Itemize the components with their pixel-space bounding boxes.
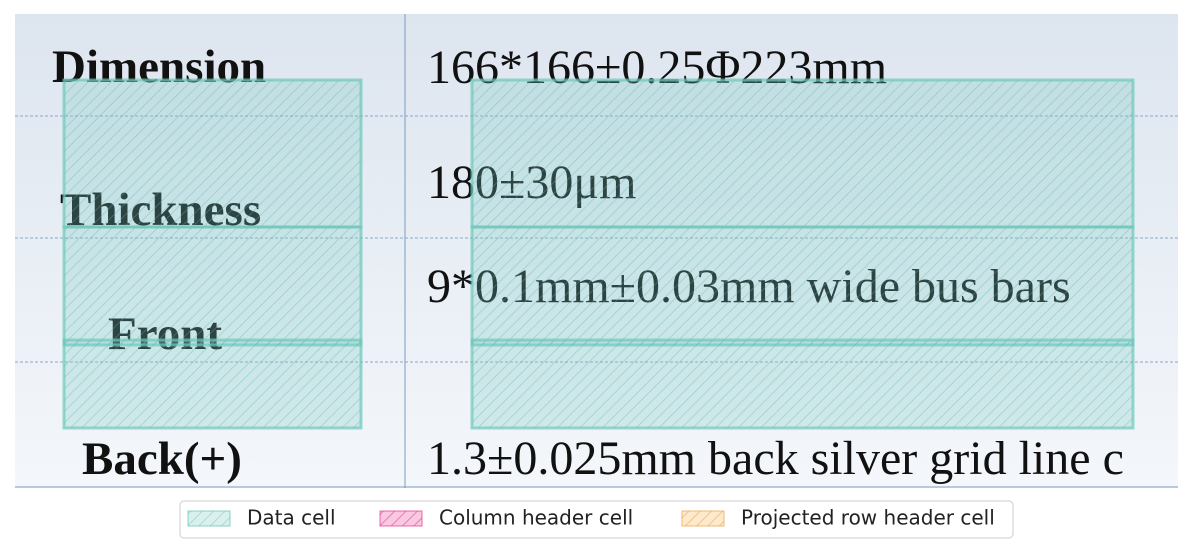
- data-cell-overlays: [62, 78, 1135, 430]
- legend-swatch: [187, 510, 231, 527]
- row-header: Back(+): [82, 433, 242, 485]
- legend-label: Column header cell: [439, 506, 633, 530]
- legend-label: Data cell: [247, 506, 336, 530]
- legend-box: [179, 500, 1014, 539]
- legend: Data cell Column header cell Projected r…: [179, 500, 1014, 539]
- legend-swatch: [681, 510, 725, 527]
- cell: 1.3±0.025mm back silver grid line c: [427, 432, 1124, 485]
- legend-label: Projected row header cell: [741, 506, 995, 530]
- legend-swatch: [379, 510, 423, 527]
